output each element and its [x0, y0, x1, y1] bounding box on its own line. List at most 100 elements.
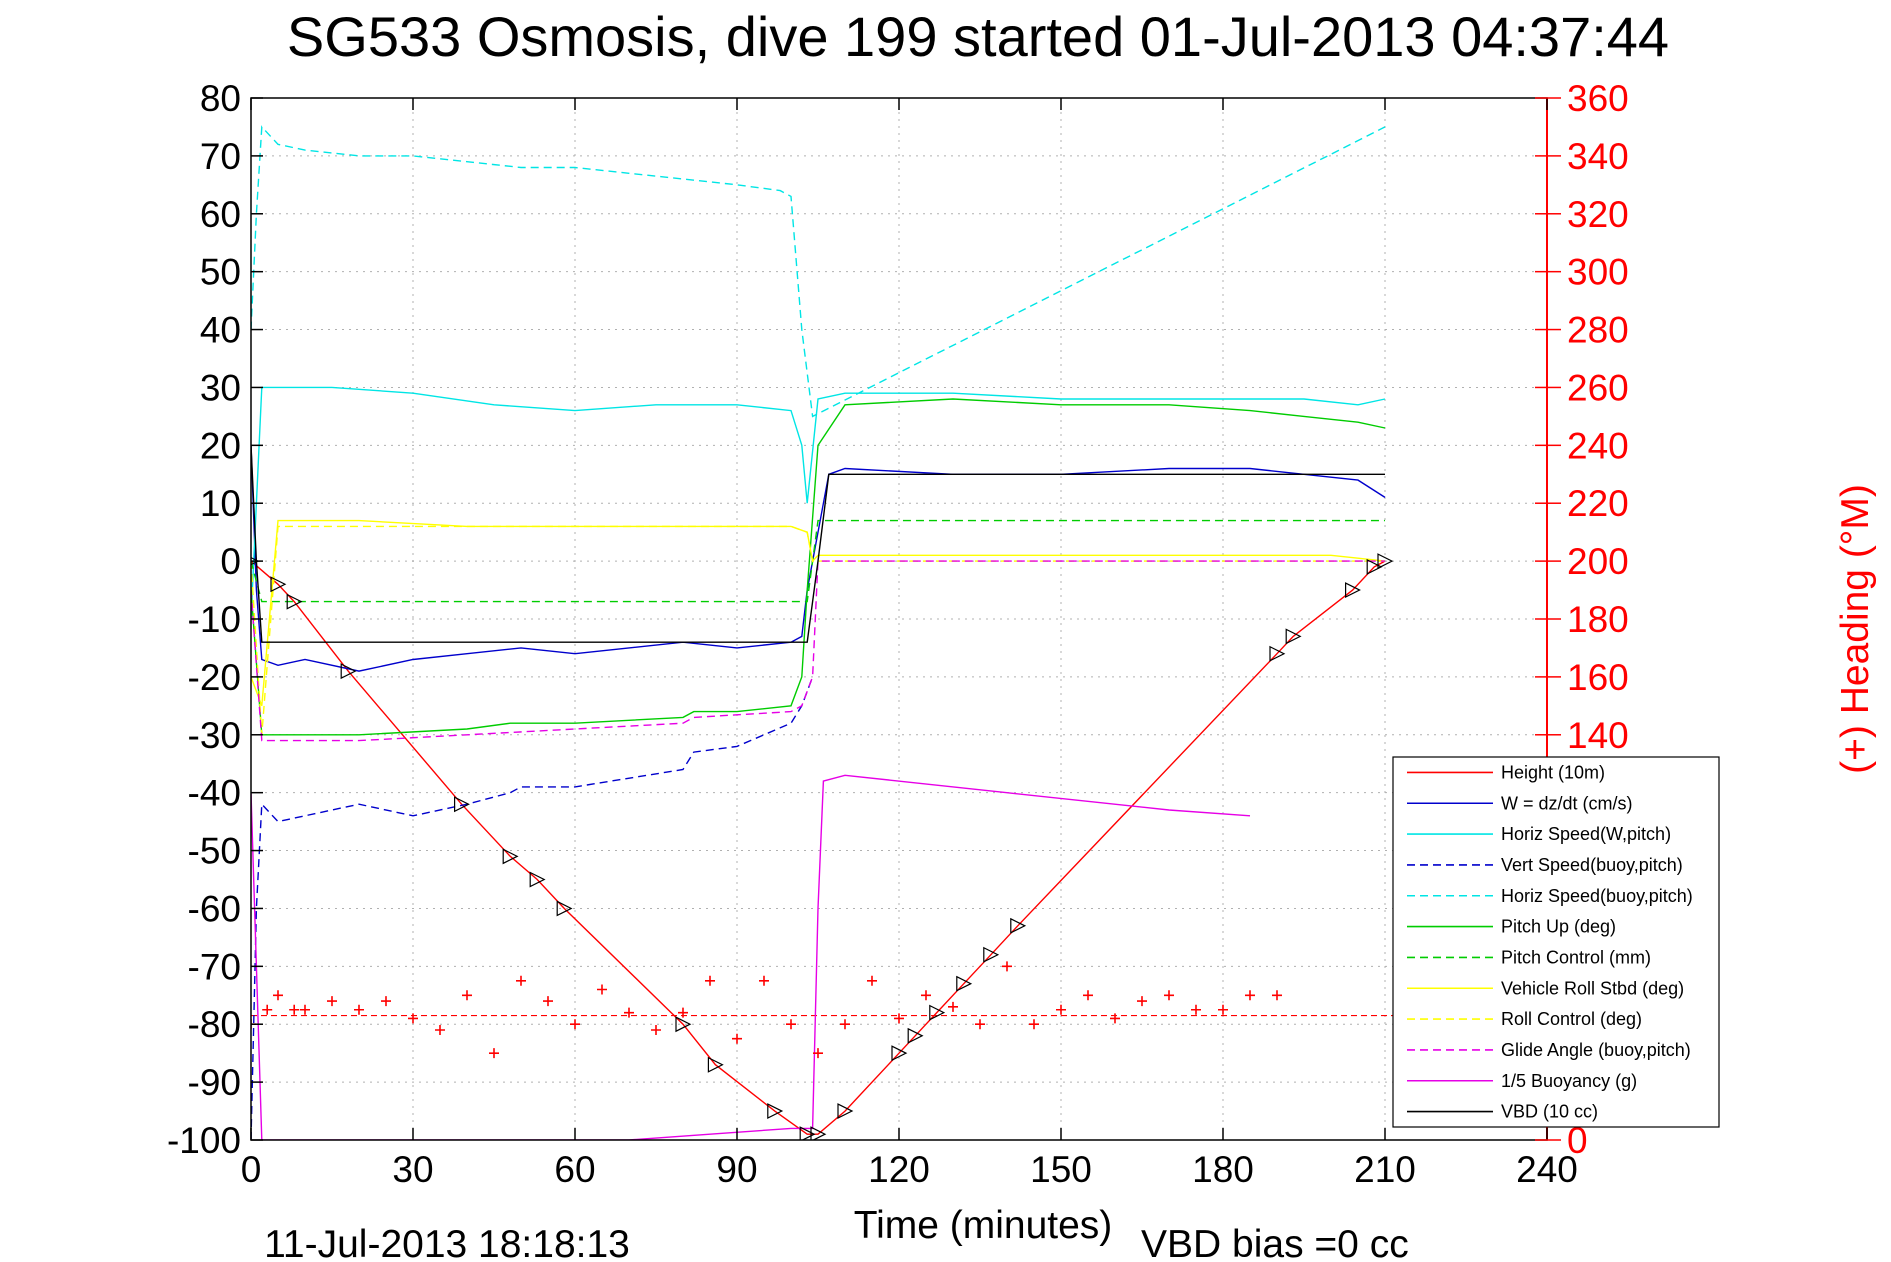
height-marker [929, 1004, 946, 1021]
heading-marker [840, 1019, 850, 1030]
series-line-0 [251, 560, 1386, 1135]
y2-tick-label: 180 [1567, 599, 1629, 640]
heading-marker [894, 1013, 904, 1024]
y-tick-label: 60 [200, 194, 241, 235]
height-marker [983, 946, 1000, 963]
y2-tick-label: 240 [1567, 425, 1629, 466]
y2-tick-label: 320 [1567, 194, 1629, 235]
height-marker [956, 975, 973, 992]
height-marker [1010, 917, 1027, 934]
legend-entry-2: Horiz Speed(W,pitch) [1501, 824, 1671, 844]
footer-vbd-bias: VBD bias =0 cc [1141, 1223, 1409, 1262]
height-marker [907, 1027, 924, 1044]
heading-marker [1218, 1004, 1228, 1015]
heading-marker [1083, 990, 1093, 1001]
heading-marker [678, 1007, 688, 1018]
legend-entry-1: W = dz/dt (cm/s) [1501, 793, 1633, 813]
legend-entry-8: Roll Control (deg) [1501, 1009, 1642, 1029]
height-marker [270, 576, 287, 593]
y-tick-label: -50 [188, 831, 241, 872]
legend-entry-10: 1/5 Buoyancy (g) [1501, 1071, 1637, 1091]
x-tick-label: 210 [1354, 1149, 1416, 1190]
y-tick-label: -40 [188, 773, 241, 814]
heading-marker [597, 984, 607, 995]
y-tick-label: -10 [188, 599, 241, 640]
y2-tick-label: 300 [1567, 252, 1629, 293]
y-tick-label: 50 [200, 252, 241, 293]
legend-box [1392, 756, 1720, 1128]
height-marker [1269, 645, 1286, 662]
y-tick-label: -30 [188, 715, 241, 756]
x-tick-label: 0 [241, 1149, 262, 1190]
legend: Height (10m) W = dz/dt (cm/s) Horiz Speed(… [1392, 756, 1720, 1128]
heading-marker [570, 1019, 580, 1030]
legend-entry-3: Vert Speed(buoy,pitch) [1501, 855, 1683, 875]
heading-marker [651, 1025, 661, 1036]
legend-entry-9: Glide Angle (buoy,pitch) [1501, 1040, 1691, 1060]
x-tick-label: 60 [554, 1149, 595, 1190]
height-marker [837, 1103, 854, 1120]
y-tick-label: -90 [188, 1062, 241, 1103]
heading-marker [327, 996, 337, 1007]
y-tick-label: -70 [188, 946, 241, 987]
heading-marker [975, 1019, 985, 1030]
y-tick-label: 80 [200, 78, 241, 119]
chart-title: SG533 Osmosis, dive 199 started 01-Jul-2… [287, 5, 1669, 68]
heading-marker [381, 996, 391, 1007]
height-marker [502, 848, 519, 865]
y2-tick-label: 160 [1567, 657, 1629, 698]
heading-marker [1056, 1004, 1066, 1015]
heading-marker [1029, 1019, 1039, 1030]
height-marker [529, 871, 546, 888]
height-marker [454, 796, 470, 813]
heading-marker [1272, 990, 1282, 1001]
heading-marker [921, 990, 931, 1001]
y-tick-label: -80 [188, 1004, 241, 1045]
height-marker [810, 1126, 827, 1140]
heading-marker [1245, 990, 1255, 1001]
series-layer [251, 125, 1547, 1140]
y2-tick-label: 260 [1567, 367, 1629, 408]
heading-marker [1137, 996, 1147, 1007]
heading-marker [732, 1033, 742, 1044]
height-marker [675, 1016, 692, 1033]
heading-marker [786, 1019, 796, 1030]
height-marker [1377, 553, 1394, 570]
heading-marker [948, 1001, 958, 1012]
x-tick-label: 150 [1030, 1149, 1092, 1190]
series-line-4 [251, 125, 1386, 418]
footer-timestamp: 11-Jul-2013 18:18:13 [264, 1223, 630, 1262]
heading-marker [1002, 961, 1012, 972]
x-tick-label: 180 [1192, 1149, 1254, 1190]
x-axis-label: Time (minutes) [854, 1204, 1113, 1247]
heading-marker [408, 1013, 418, 1024]
heading-marker [759, 975, 769, 986]
series-line-2 [251, 386, 1386, 620]
series-line-8 [251, 525, 1385, 735]
y2-tick-label: 200 [1567, 541, 1629, 582]
series-line-1 [251, 445, 1386, 672]
y2-tick-label: 0 [1567, 1120, 1588, 1161]
heading-marker [273, 990, 283, 1001]
heading-marker [435, 1025, 445, 1036]
height-marker [799, 1126, 816, 1140]
heading-marker [624, 1007, 634, 1018]
heading-marker [1191, 1004, 1201, 1015]
heading-marker [354, 1004, 364, 1015]
y2-tick-label: 280 [1567, 310, 1629, 351]
height-marker [1344, 582, 1361, 599]
legend-entry-7: Vehicle Roll Stbd (deg) [1501, 978, 1684, 998]
series-line-3 [251, 676, 814, 1140]
legend-entry-5: Pitch Up (deg) [1501, 917, 1616, 937]
y2-tick-label: 140 [1567, 715, 1629, 756]
series-line-6 [251, 519, 1385, 603]
y2-tick-label: 340 [1567, 136, 1629, 177]
heading-marker [300, 1004, 310, 1015]
x-tick-label: 120 [868, 1149, 930, 1190]
heading-marker [1110, 1013, 1120, 1024]
legend-entry-4: Horiz Speed(buoy,pitch) [1501, 886, 1693, 906]
heading-marker [813, 1048, 823, 1059]
legend-entry-0: Height (10m) [1501, 762, 1605, 782]
series-line-9 [251, 560, 1385, 742]
height-marker [340, 663, 357, 680]
